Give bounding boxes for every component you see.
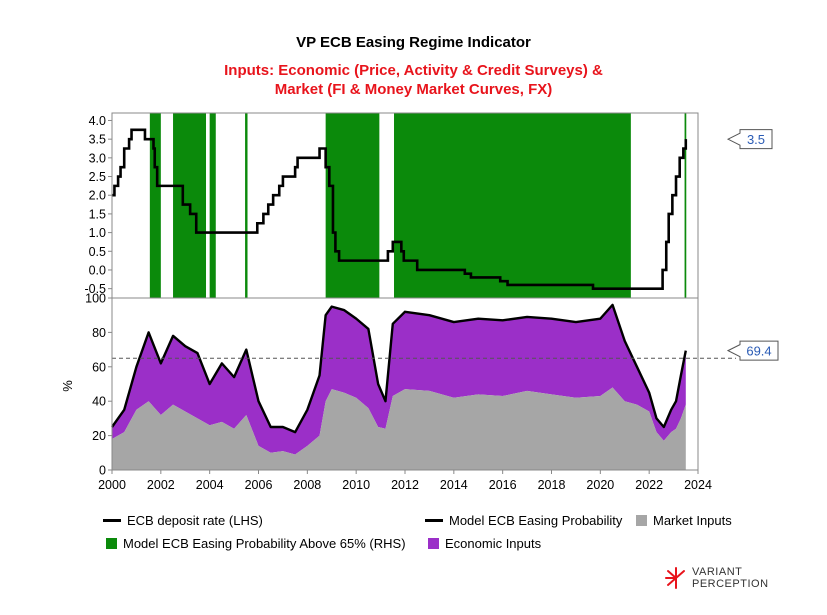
chart-title: VP ECB Easing Regime Indicator <box>296 34 531 51</box>
deposit-rate-line <box>112 128 688 290</box>
easing-regime-shade <box>684 113 687 298</box>
easing-regime-shade <box>149 113 161 298</box>
easing-regime-shade <box>325 113 380 298</box>
variant-perception-logo: VARIANT PERCEPTION <box>664 566 769 590</box>
legend-item-easing-probability: Model ECB Easing Probability <box>425 513 622 528</box>
deposit-rate-callout-label: 3.5 <box>747 132 765 147</box>
deposit-rate-callout-box <box>726 129 773 150</box>
x-tick-label: 2010 <box>342 478 370 492</box>
x-tick-label: 2022 <box>635 478 663 492</box>
legend-box-swatch <box>106 538 117 549</box>
x-tick-label: 2020 <box>586 478 614 492</box>
logo-line1: VARIANT <box>692 566 743 578</box>
legend-item-economic-inputs: Economic Inputs <box>428 536 541 551</box>
easing-regime-shade <box>394 113 631 298</box>
probability-callout-label: 69.4 <box>746 344 771 359</box>
legend-label: Model ECB Easing Probability Above 65% (… <box>123 536 406 551</box>
x-tick-label: 2024 <box>684 478 712 492</box>
top-panel <box>112 113 688 298</box>
y-tick-label: 0.0 <box>89 263 106 277</box>
logo-line2: PERCEPTION <box>692 578 769 590</box>
legend-item-above-65: Model ECB Easing Probability Above 65% (… <box>106 536 406 551</box>
legend-label: Model ECB Easing Probability <box>449 513 623 528</box>
starburst-icon <box>665 567 685 589</box>
y-tick-label: 1.0 <box>89 226 106 240</box>
y-tick-label: 3.5 <box>89 133 106 147</box>
legend-item-market-inputs: Market Inputs <box>636 513 732 528</box>
x-tick-label: 2018 <box>538 478 566 492</box>
x-tick-label: 2000 <box>98 478 126 492</box>
probability-callout-box <box>726 340 779 361</box>
x-tick-label: 2012 <box>391 478 419 492</box>
y-tick-label: 1.5 <box>89 207 106 221</box>
legend-line-swatch <box>103 519 121 522</box>
bottom-panel <box>111 303 736 470</box>
legend-box-swatch <box>428 538 439 549</box>
y-tick-label: 0 <box>99 464 106 478</box>
y-tick-label: 0.5 <box>89 245 106 259</box>
y-tick-label: 2.0 <box>89 189 106 203</box>
y-tick-label: 2.5 <box>89 170 106 184</box>
x-tick-label: 2014 <box>440 478 468 492</box>
legend-label: Economic Inputs <box>445 536 542 551</box>
easing-regime-shade <box>245 113 248 298</box>
x-tick-label: 2002 <box>147 478 175 492</box>
x-tick-label: 2008 <box>293 478 321 492</box>
x-tick-label: 2006 <box>245 478 273 492</box>
y-tick-label: 20 <box>92 429 106 443</box>
economic-inputs-area <box>112 304 686 455</box>
x-tick-label: 2004 <box>196 478 224 492</box>
legend-box-swatch <box>636 515 647 526</box>
chart-subtitle-line1: Inputs: Economic (Price, Activity & Cred… <box>224 62 603 79</box>
y-tick-label: 3.0 <box>89 151 106 165</box>
y-axis-label: % <box>60 380 75 392</box>
chart-subtitle-line2: Market (FI & Money Market Curves, FX) <box>274 81 553 98</box>
legend-label: ECB deposit rate (LHS) <box>127 513 263 528</box>
legend-label: Market Inputs <box>653 513 732 528</box>
y-tick-label: 60 <box>92 360 106 374</box>
y-tick-label: 40 <box>92 395 106 409</box>
y-tick-label: 100 <box>85 292 106 306</box>
easing-regime-shade <box>209 113 216 298</box>
x-tick-label: 2016 <box>489 478 517 492</box>
legend-line-swatch <box>425 519 443 522</box>
legend-item-deposit-rate: ECB deposit rate (LHS) <box>103 513 263 528</box>
y-tick-label: -0.5 <box>84 282 106 296</box>
y-tick-label: 4.0 <box>89 114 106 128</box>
y-tick-label: 80 <box>92 326 106 340</box>
market-inputs-area <box>112 387 686 470</box>
